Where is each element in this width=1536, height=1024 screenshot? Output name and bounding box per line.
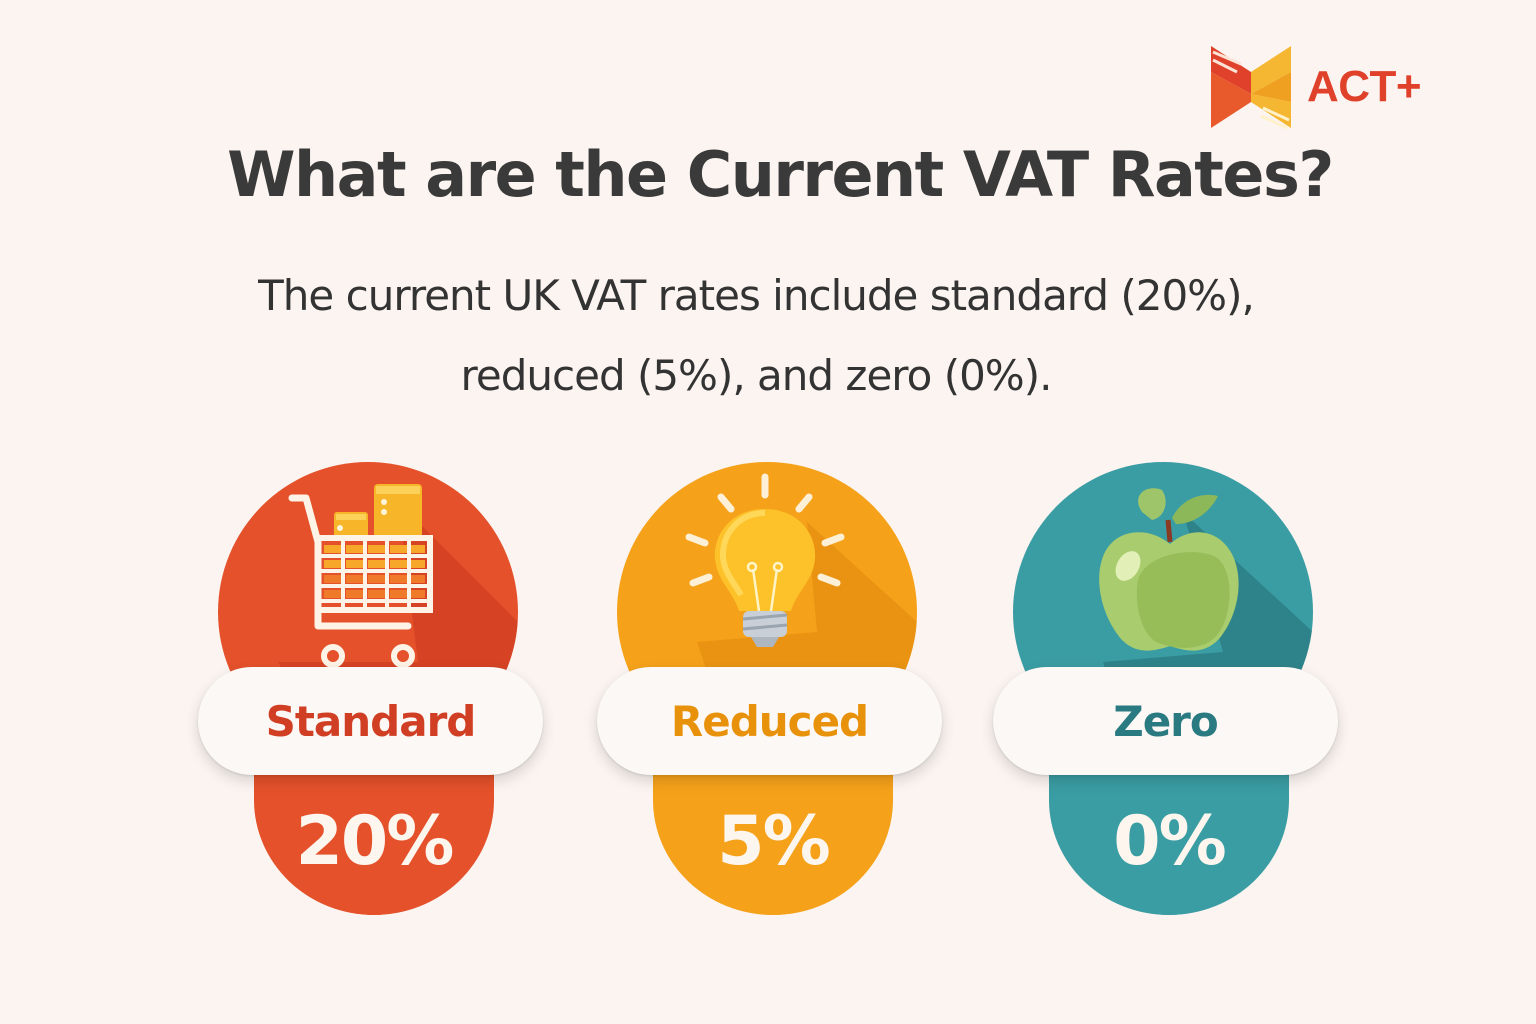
act-plus-logo-icon [1211,46,1291,130]
subtitle-line-1: The current UK VAT rates include standar… [258,271,1255,320]
shopping-cart-icon [288,484,433,668]
zero-rate-value: 0% [1113,802,1226,881]
apple-icon [1099,488,1239,651]
page-subtitle: The current UK VAT rates include standar… [0,256,1512,416]
subtitle-line-2: reduced (5%), and zero (0%). [460,351,1053,400]
rate-card-zero: Zero 0% [993,462,1353,915]
rate-card-reduced: Reduced 5% [597,462,957,915]
reduced-rate-value: 5% [717,802,830,881]
brand-name: ACT+ [1307,62,1422,111]
page-title: What are the Current VAT Rates? [227,138,1334,211]
reduced-label-pill: Reduced [597,667,942,775]
reduced-label: Reduced [670,696,869,746]
standard-rate-value: 20% [295,802,455,881]
brand-logo: ACT+ [1205,42,1422,132]
light-bulb-icon [685,473,845,647]
zero-label: Zero [1113,696,1219,746]
rate-card-standard: Standard 20% [198,462,558,915]
standard-label: Standard [265,696,477,746]
zero-label-pill: Zero [993,667,1338,775]
standard-label-pill: Standard [198,667,543,775]
